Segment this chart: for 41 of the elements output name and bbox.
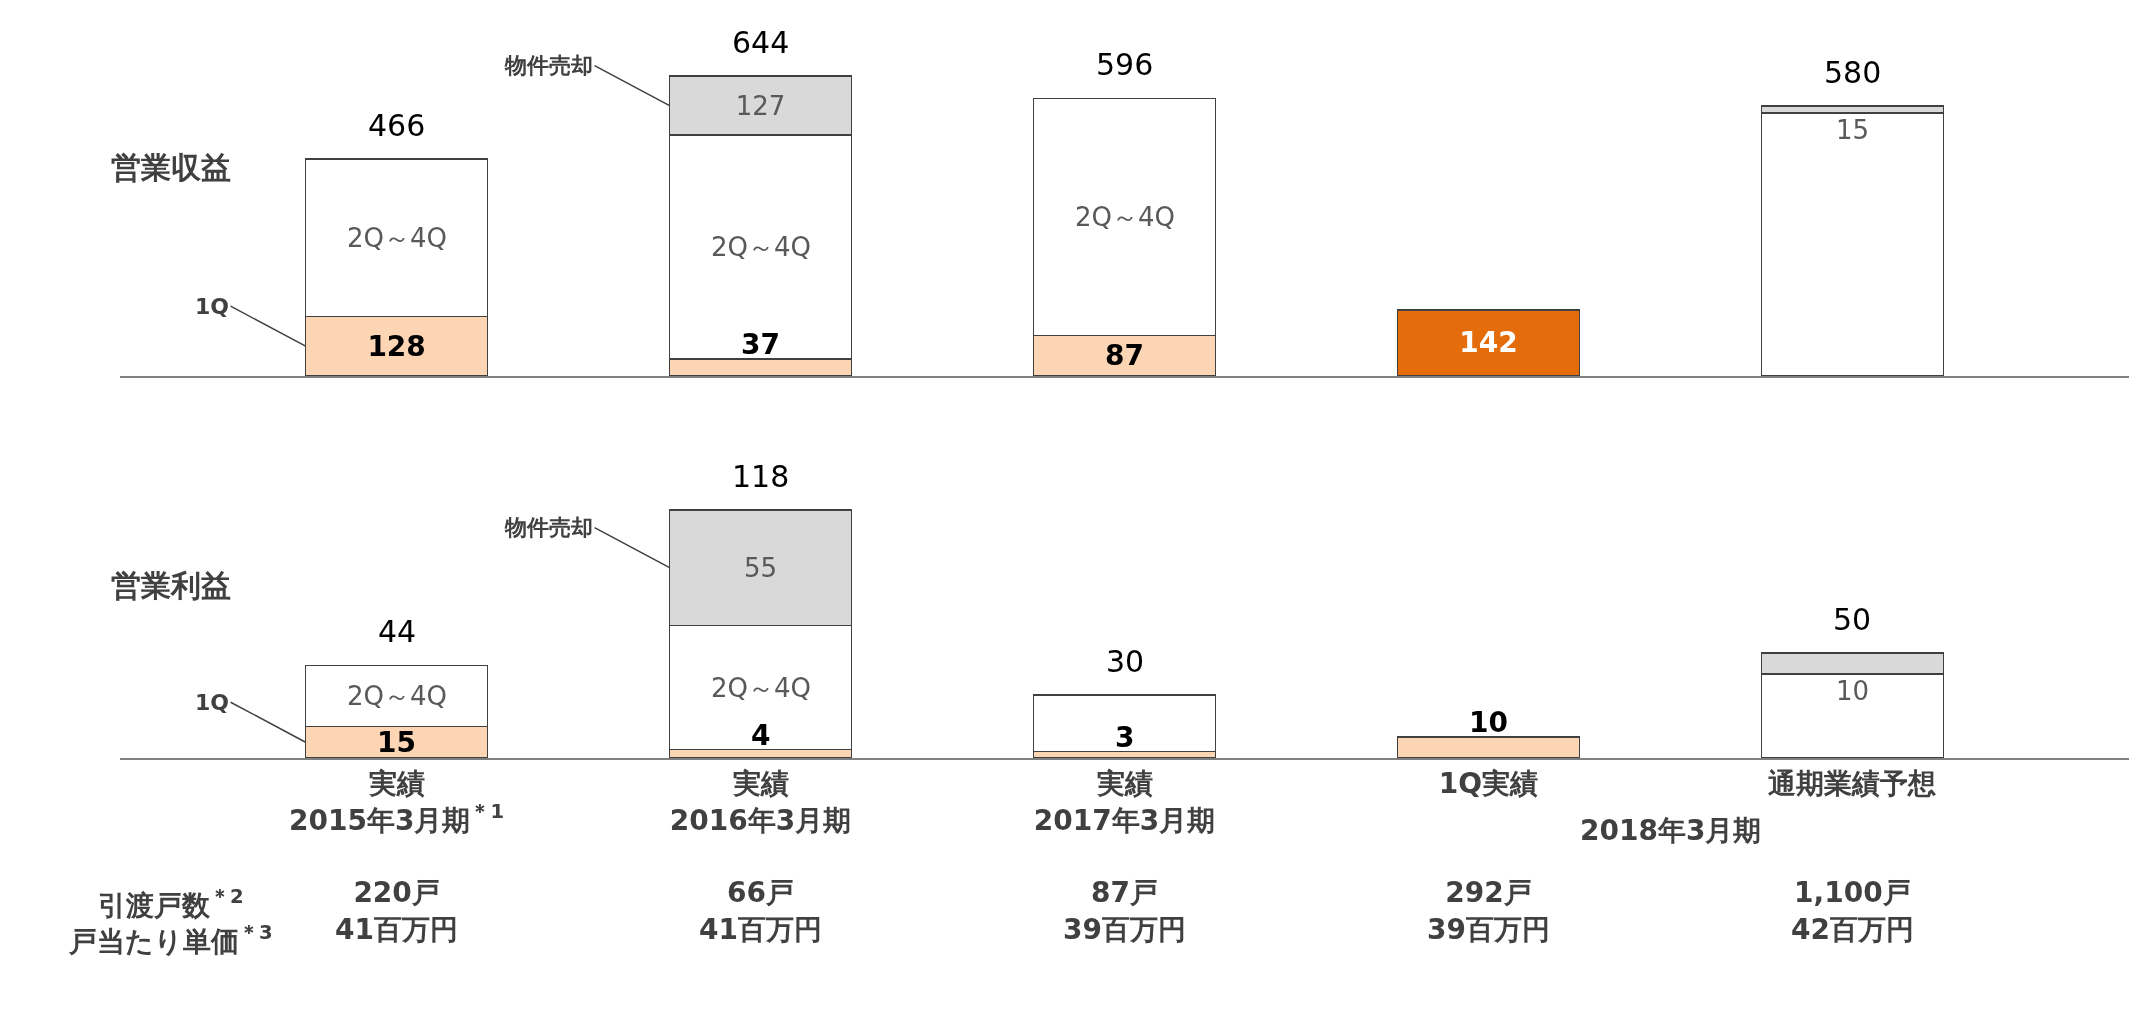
category-label: 通期業績予想 1,100戸 42百万円	[1768, 767, 1937, 946]
y-axis-title: 営業利益	[111, 568, 231, 603]
data-label: 10	[1469, 706, 1508, 739]
category-label: 実績 2016年3月期 66戸 41百万円	[669, 767, 852, 946]
total-label: 596	[1096, 47, 1154, 82]
annotation: 2Q～4Q	[1075, 202, 1176, 232]
data-label: 127	[735, 90, 786, 121]
data-label: 3	[1115, 721, 1135, 754]
text: 1Q	[195, 294, 230, 319]
category-label: 1Q実績 292戸 39百万円	[1426, 767, 1550, 946]
data-label: 4	[751, 719, 771, 752]
total-label: 30	[1106, 644, 1145, 679]
total-label: 50	[1833, 602, 1872, 637]
data-label: 87	[1105, 339, 1144, 373]
text: 2018年3月期	[1580, 814, 1762, 847]
annotation: 2Q～4Q	[347, 223, 448, 253]
text: 物件売却	[504, 53, 593, 78]
bar	[1396, 309, 1581, 376]
annotation: 2Q～4Q	[711, 232, 812, 262]
bar	[1396, 736, 1581, 758]
data-label: 142	[1459, 326, 1518, 360]
data-label: 15	[377, 725, 417, 759]
data-label: 55	[744, 552, 778, 583]
data-label: 128	[367, 329, 426, 363]
total-label: 644	[732, 25, 790, 60]
category-label: 実績 2015年3月期$^{＊1}$ 220戸 41百万円	[289, 767, 505, 946]
text: 物件売却	[504, 515, 593, 540]
total-label: 580	[1824, 55, 1882, 90]
total-label: 466	[368, 108, 426, 143]
total-label: 44	[378, 614, 417, 649]
text: 1Q	[195, 690, 230, 715]
annotation: 2Q～4Q	[711, 673, 812, 703]
category-label: 実績 2017年3月期 87戸 39百万円	[1033, 767, 1216, 946]
y-axis-title: 営業収益	[111, 150, 231, 185]
data-label: 10	[1836, 676, 1870, 706]
text: 引渡戸数$^{＊2}$	[98, 885, 244, 922]
total-label: 118	[732, 459, 790, 494]
data-label: 37	[741, 328, 780, 361]
text: 戸当たり単価$^{＊3}$	[68, 921, 273, 958]
annotation: 2Q～4Q	[347, 681, 448, 711]
data-label: 15	[1836, 115, 1870, 145]
